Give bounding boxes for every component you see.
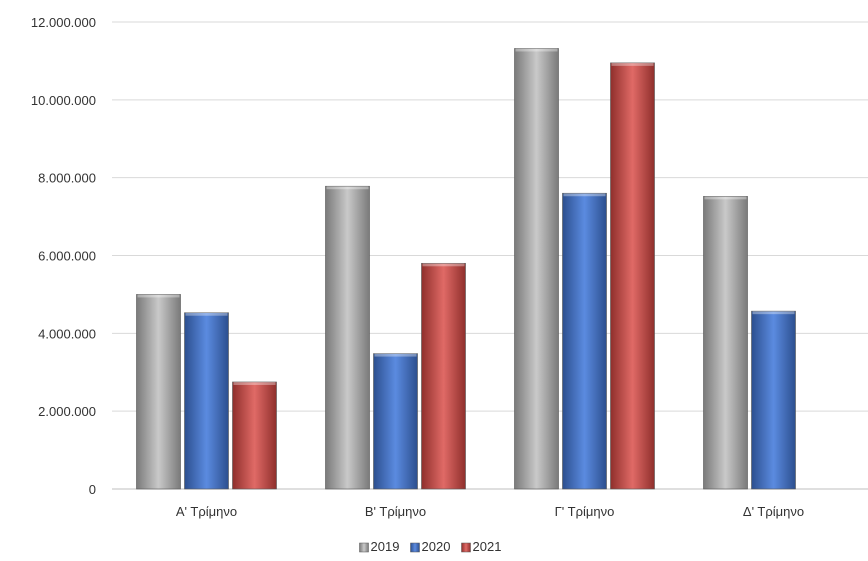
bar-highlight xyxy=(611,62,654,66)
x-tick-label: Δ' Τρίμηνο xyxy=(743,504,804,519)
legend-swatch-2020 xyxy=(410,542,420,553)
bar-2020-1 xyxy=(184,312,229,490)
bar-2020-4 xyxy=(751,310,796,490)
bar-highlight xyxy=(374,353,417,357)
x-axis: Α' Τρίμηνο Β' Τρίμηνο Γ' Τρίμηνο Δ' Τρίμηνο xyxy=(176,504,804,519)
bar-2021-1 xyxy=(232,381,277,490)
y-tick-label: 10.000.000 xyxy=(31,93,96,108)
y-tick-label: 4.000.000 xyxy=(38,326,96,341)
bar-2020-3 xyxy=(562,192,607,490)
legend-label-2020: 2020 xyxy=(422,539,451,554)
bar-2019-4 xyxy=(703,196,748,490)
bar-highlight xyxy=(422,263,465,267)
y-tick-label: 12.000.000 xyxy=(31,15,96,30)
legend-swatch-2021 xyxy=(461,542,471,553)
legend-swatch-2019 xyxy=(359,542,369,553)
legend-label-2019: 2019 xyxy=(371,539,400,554)
bar-2019-3 xyxy=(514,48,559,490)
bar-highlight xyxy=(137,294,180,298)
bar-highlight xyxy=(515,48,558,52)
y-tick-label: 0 xyxy=(89,482,96,497)
x-tick-label: Β' Τρίμηνο xyxy=(365,504,426,519)
bar-2020-2 xyxy=(373,353,418,490)
bars xyxy=(136,48,796,490)
bar-2021-2 xyxy=(421,262,466,490)
y-tick-label: 8.000.000 xyxy=(38,171,96,186)
bar-highlight xyxy=(563,193,606,197)
y-axis: 0 2.000.000 4.000.000 6.000.000 8.000.000 10.… xyxy=(31,15,96,497)
bar-2019-2 xyxy=(325,185,370,490)
bar-highlight xyxy=(326,186,369,190)
y-tick-label: 2.000.000 xyxy=(38,404,96,419)
x-tick-label: Γ' Τρίμηνο xyxy=(555,504,615,519)
bar-2021-3 xyxy=(610,62,655,490)
bar-highlight xyxy=(704,196,747,200)
bar-2019-1 xyxy=(136,294,181,490)
bar-highlight xyxy=(185,312,228,316)
legend-label-2021: 2021 xyxy=(473,539,502,554)
y-tick-label: 6.000.000 xyxy=(38,249,96,264)
bar-highlight xyxy=(752,311,795,315)
legend: 2019 2020 2021 xyxy=(359,539,502,554)
bar-highlight xyxy=(233,381,276,385)
x-tick-label: Α' Τρίμηνο xyxy=(176,504,237,519)
